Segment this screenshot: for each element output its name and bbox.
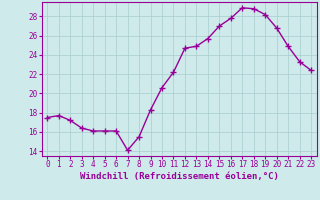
X-axis label: Windchill (Refroidissement éolien,°C): Windchill (Refroidissement éolien,°C) xyxy=(80,172,279,181)
